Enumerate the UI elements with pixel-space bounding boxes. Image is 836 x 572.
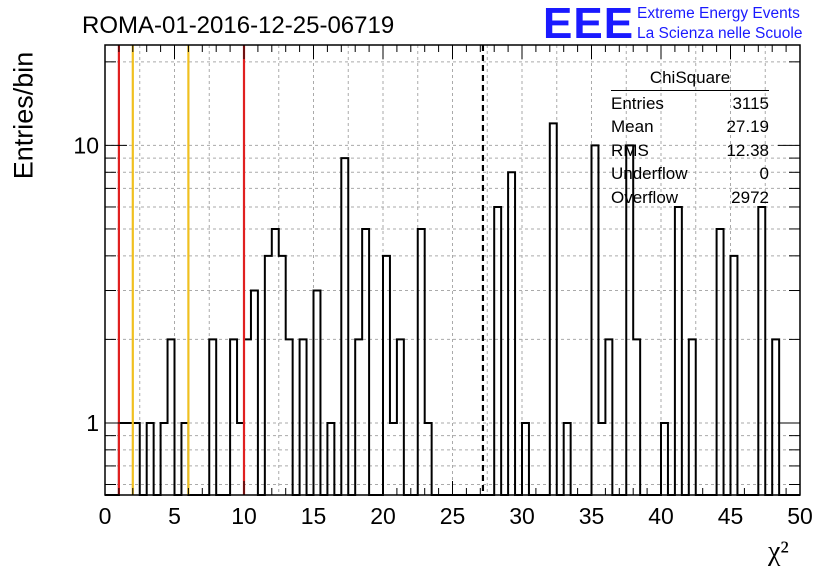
x-tick-label: 20 (370, 503, 396, 529)
eee-logo: EEE (543, 0, 635, 48)
stats-box: ChiSquare Entries 3115 Mean 27.19 RMS 12.38… (611, 66, 769, 209)
stats-value: 0 (759, 164, 769, 183)
x-tick-label: 10 (231, 503, 257, 529)
stats-row: Mean 27.19 (611, 115, 769, 139)
stats-value: 2972 (731, 187, 769, 207)
stats-row: RMS 12.38 (611, 139, 769, 163)
logo-line-2: La Scienza nelle Scuole (637, 25, 803, 42)
stats-label: Mean (611, 117, 654, 136)
stats-label: RMS (611, 140, 649, 160)
x-tick-label: 15 (301, 503, 327, 529)
y-tick-label: 10 (73, 132, 99, 158)
stats-label: Underflow (611, 164, 688, 183)
x-tick-label: 25 (440, 503, 466, 529)
stats-value: 27.19 (726, 117, 769, 136)
stats-title: ChiSquare (611, 66, 769, 91)
run-title: ROMA-01-2016-12-25-06719 (82, 12, 395, 39)
x-tick-label: 0 (99, 503, 112, 529)
y-axis-label: Entries/bin (8, 51, 39, 180)
x-axis-label: χ² (768, 536, 789, 567)
x-tick-label: 5 (168, 503, 181, 529)
x-tick-label: 30 (509, 503, 535, 529)
x-tick-label: 50 (787, 503, 813, 529)
y-tick-label: 1 (86, 410, 99, 436)
x-tick-label: 35 (579, 503, 605, 529)
stats-row: Underflow 0 (611, 162, 769, 186)
eee-logo-text: Extreme Energy Events La Scienza nelle S… (637, 4, 802, 44)
x-tick-label: 40 (648, 503, 674, 529)
stats-row: Overflow 2972 (611, 186, 769, 210)
stats-value: 12.38 (726, 140, 769, 160)
stats-label: Overflow (611, 187, 679, 207)
logo-line-1: Extreme Energy Events (637, 5, 800, 22)
stats-row: Entries 3115 (611, 92, 769, 116)
stats-label: Entries (611, 93, 664, 113)
x-tick-label: 45 (718, 503, 744, 529)
stats-value: 3115 (732, 93, 769, 113)
